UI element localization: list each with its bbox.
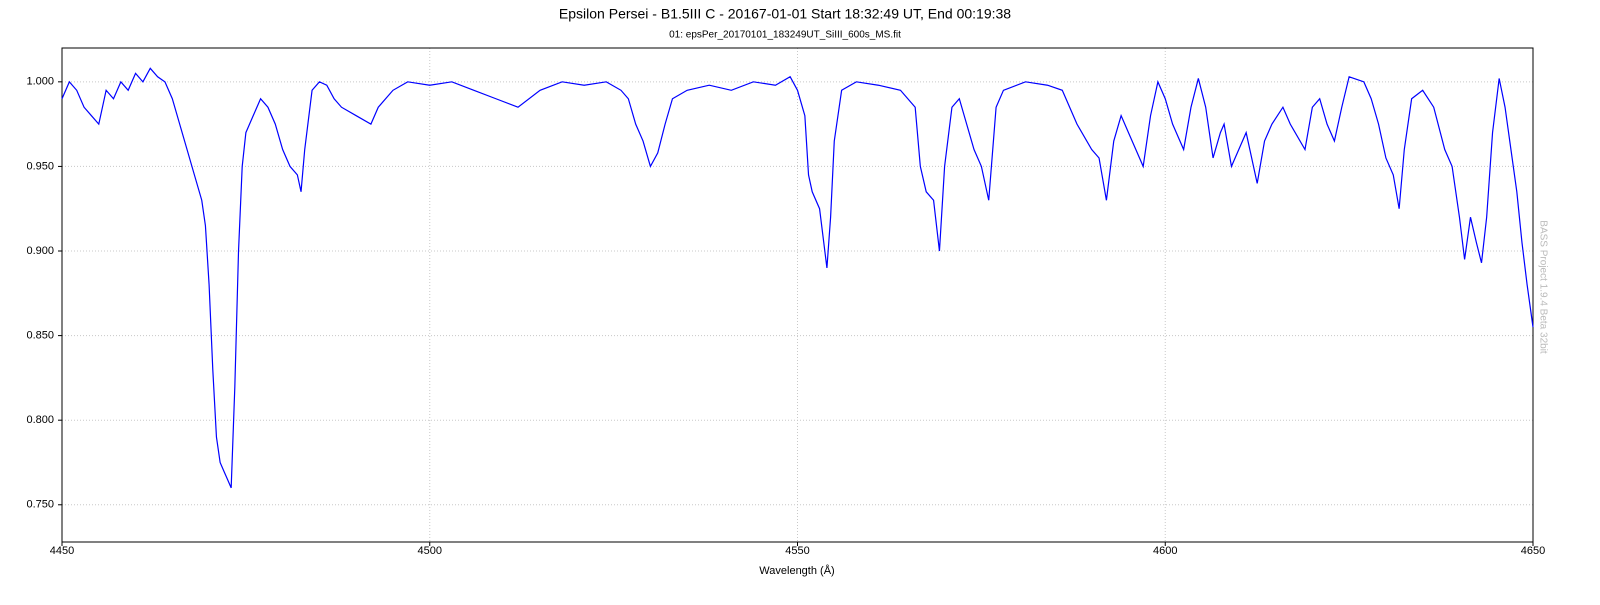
- y-tick-label: 0.900: [26, 245, 54, 257]
- y-tick-label: 0.800: [26, 414, 54, 426]
- watermark: BASS Project 1.9.4 Beta 32bit: [1537, 220, 1548, 354]
- spectrum-line: [61, 67, 1534, 489]
- x-tick-label: 4550: [785, 545, 809, 557]
- x-axis-label: Wavelength (Å): [759, 564, 834, 577]
- y-tick-label: 1.000: [26, 76, 54, 88]
- chart-subtitle: 01: epsPer_20170101_183249UT_SiIII_600s_…: [669, 30, 901, 41]
- x-tick-label: 4650: [1521, 545, 1545, 557]
- x-tick-label: 4500: [418, 545, 442, 557]
- plot-frame: [61, 47, 1534, 543]
- y-tick-label: 0.750: [26, 499, 54, 511]
- x-tick-label: 4600: [1153, 545, 1177, 557]
- y-tick-label: 0.950: [26, 160, 54, 172]
- y-tick-label: 0.850: [26, 330, 54, 342]
- x-tick-label: 4450: [50, 545, 74, 557]
- chart-title: Epsilon Persei - B1.5III C - 20167-01-01…: [559, 6, 1011, 22]
